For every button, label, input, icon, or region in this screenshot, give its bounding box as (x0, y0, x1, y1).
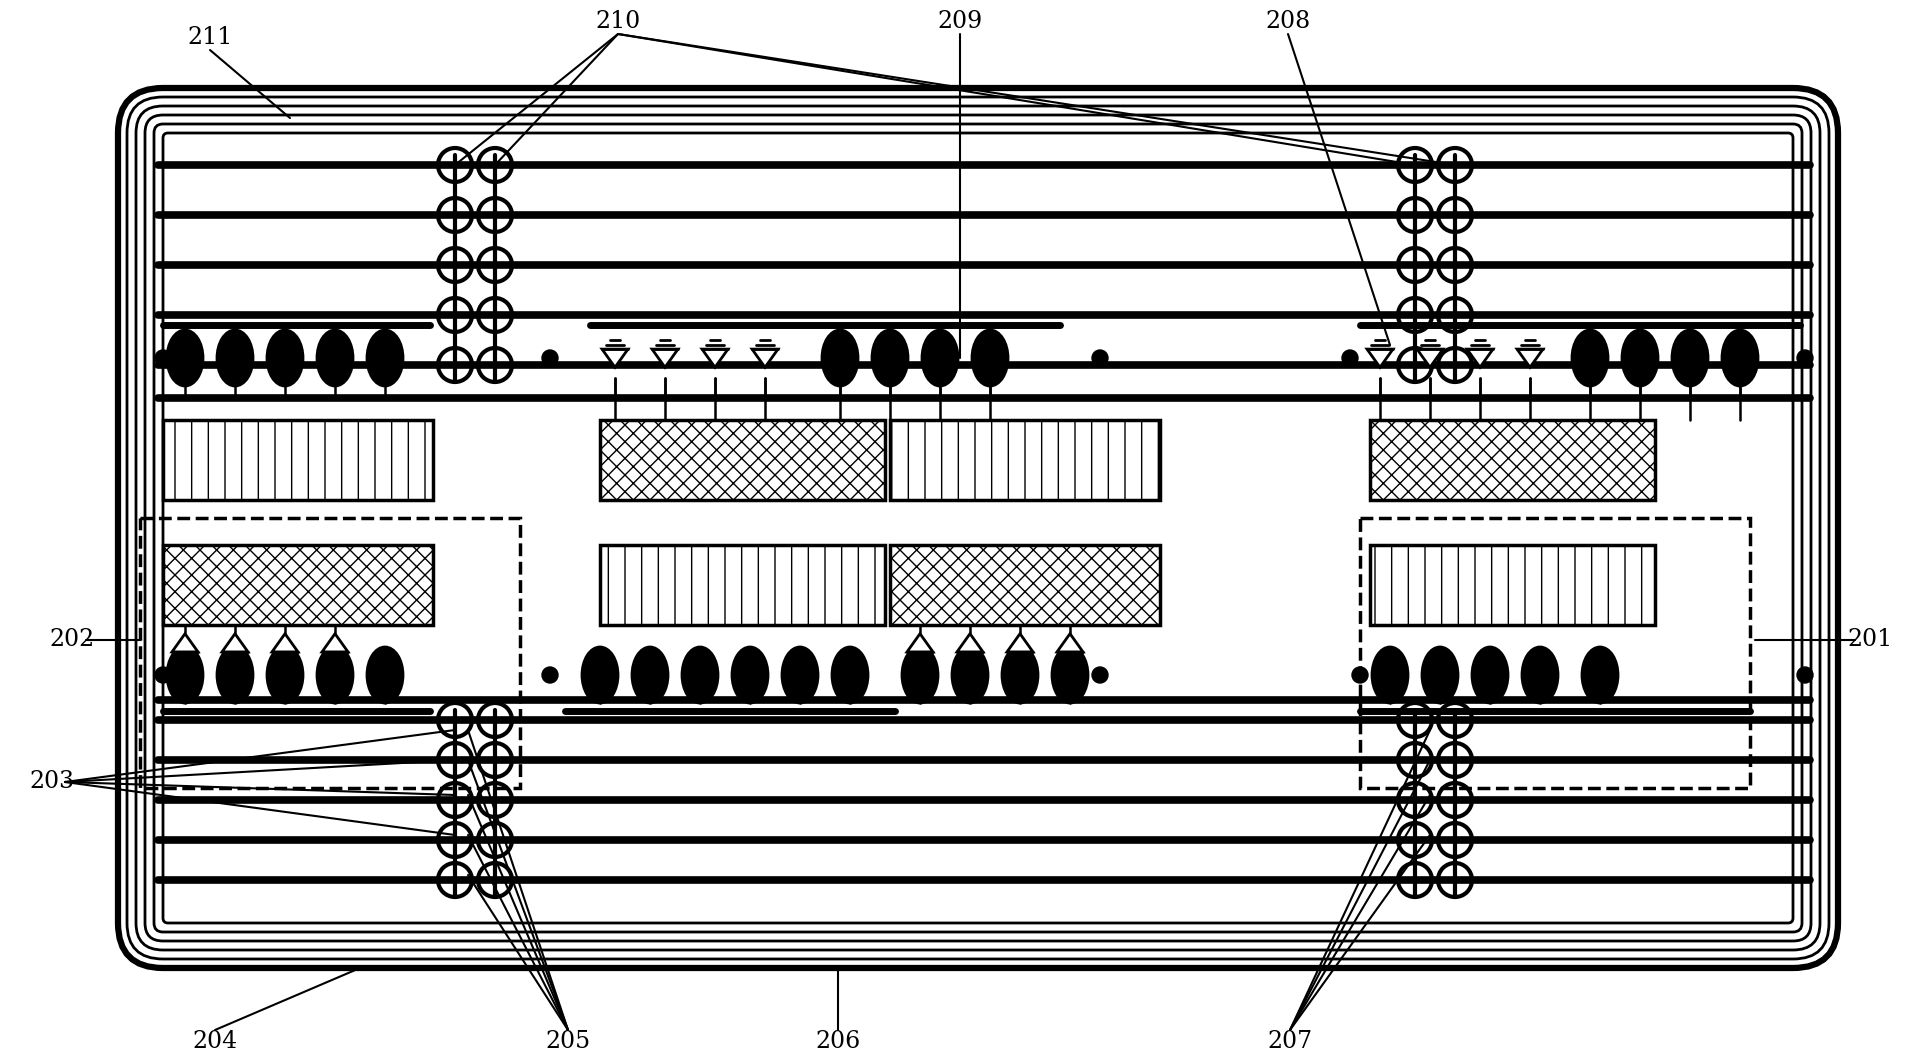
Circle shape (1342, 350, 1359, 366)
Text: 203: 203 (29, 770, 75, 794)
Bar (163, 420, 432, 500)
Ellipse shape (1622, 330, 1659, 386)
Bar (140, 518, 521, 788)
Circle shape (542, 350, 557, 366)
Polygon shape (957, 634, 982, 652)
Bar (600, 545, 884, 625)
Polygon shape (1417, 349, 1443, 367)
Circle shape (1797, 350, 1812, 366)
Ellipse shape (217, 330, 254, 386)
Circle shape (1092, 350, 1107, 366)
Bar (600, 420, 884, 500)
Ellipse shape (1051, 647, 1088, 703)
Ellipse shape (782, 647, 819, 703)
Ellipse shape (167, 647, 204, 703)
Circle shape (1797, 667, 1812, 683)
Polygon shape (273, 634, 298, 652)
Ellipse shape (267, 330, 304, 386)
Text: 206: 206 (815, 1031, 861, 1053)
Ellipse shape (682, 647, 719, 703)
Ellipse shape (1372, 647, 1409, 703)
Polygon shape (1466, 349, 1493, 367)
Ellipse shape (1582, 647, 1618, 703)
Ellipse shape (217, 647, 254, 703)
Text: 202: 202 (50, 629, 94, 651)
Ellipse shape (317, 647, 354, 703)
Ellipse shape (1522, 647, 1559, 703)
Circle shape (156, 350, 171, 366)
Polygon shape (702, 349, 728, 367)
Bar (890, 545, 1161, 625)
Polygon shape (1057, 634, 1082, 652)
Bar (163, 545, 432, 625)
Polygon shape (323, 634, 348, 652)
Polygon shape (1007, 634, 1032, 652)
Ellipse shape (823, 330, 857, 386)
Bar (1361, 518, 1751, 788)
Text: 204: 204 (192, 1031, 238, 1053)
Text: 205: 205 (546, 1031, 590, 1053)
Text: 201: 201 (1847, 629, 1893, 651)
Ellipse shape (1472, 647, 1509, 703)
Ellipse shape (732, 647, 769, 703)
Ellipse shape (267, 647, 304, 703)
Bar (890, 420, 1161, 500)
Ellipse shape (901, 647, 938, 703)
Ellipse shape (1572, 330, 1609, 386)
Circle shape (156, 667, 171, 683)
Polygon shape (652, 349, 678, 367)
Bar (1370, 420, 1655, 500)
Polygon shape (1516, 349, 1543, 367)
Ellipse shape (973, 330, 1007, 386)
Circle shape (542, 667, 557, 683)
Polygon shape (171, 634, 198, 652)
Ellipse shape (582, 647, 619, 703)
Polygon shape (907, 634, 932, 652)
Circle shape (1351, 667, 1368, 683)
Ellipse shape (1422, 647, 1459, 703)
Circle shape (1092, 667, 1107, 683)
Polygon shape (223, 634, 248, 652)
Ellipse shape (951, 647, 988, 703)
Ellipse shape (873, 330, 907, 386)
Text: 211: 211 (186, 27, 233, 50)
Ellipse shape (1001, 647, 1038, 703)
Bar (1370, 545, 1655, 625)
Ellipse shape (1672, 330, 1709, 386)
Text: 209: 209 (938, 11, 982, 33)
Text: 207: 207 (1267, 1031, 1313, 1053)
Ellipse shape (317, 330, 354, 386)
Polygon shape (752, 349, 778, 367)
Ellipse shape (632, 647, 669, 703)
Ellipse shape (367, 330, 404, 386)
Polygon shape (602, 349, 628, 367)
Polygon shape (1367, 349, 1393, 367)
Ellipse shape (1722, 330, 1759, 386)
Ellipse shape (923, 330, 957, 386)
Ellipse shape (832, 647, 869, 703)
Ellipse shape (367, 647, 404, 703)
Text: 210: 210 (596, 11, 640, 33)
Ellipse shape (167, 330, 204, 386)
Text: 208: 208 (1265, 11, 1311, 33)
